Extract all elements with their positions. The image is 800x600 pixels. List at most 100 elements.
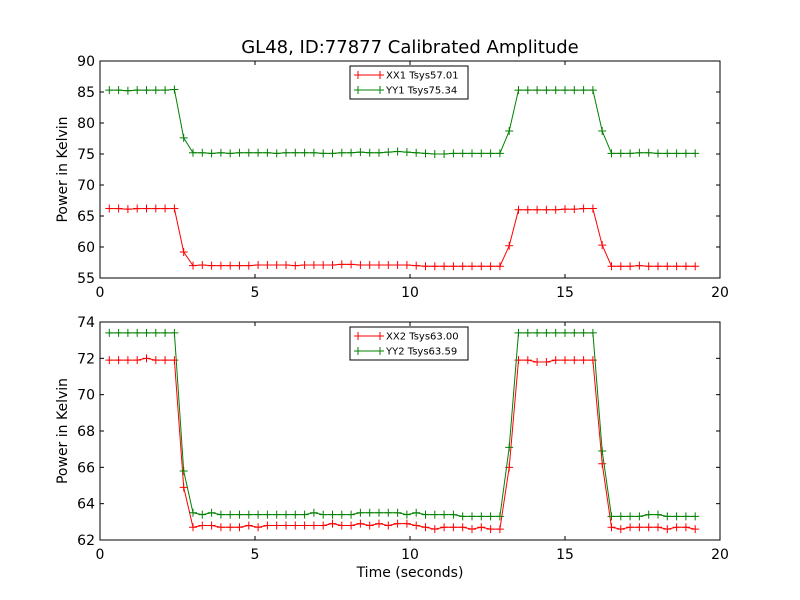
top-series-1-point — [533, 205, 542, 214]
bottom-series-2-point — [672, 512, 681, 521]
top-series-1-point — [291, 261, 300, 270]
bottom-series-1-point — [142, 354, 151, 363]
top-series-1-point — [458, 262, 467, 271]
top-series-2-point — [533, 86, 542, 95]
bottom-x-tick-label: 5 — [251, 547, 260, 563]
bottom-series-1-point — [151, 356, 160, 365]
bottom-series-1-point — [672, 523, 681, 532]
top-series-2-point — [663, 149, 672, 158]
bottom-y-tick-label: 66 — [77, 460, 95, 476]
bottom-series-1-point — [542, 357, 551, 366]
bottom-series-2-point — [402, 510, 411, 519]
bottom-series-1-point — [291, 521, 300, 530]
top-series-2-point — [458, 149, 467, 158]
bottom-series-2-point — [533, 328, 542, 337]
top-legend-label-1: XX1 Tsys57.01 — [386, 71, 459, 82]
top-series-1-point — [142, 204, 151, 213]
bottom-series-2-point — [598, 446, 607, 455]
top-series-1-point — [579, 204, 588, 213]
bottom-series-1-point — [495, 525, 504, 534]
bottom-series-2-point — [579, 328, 588, 337]
top-series-1-point — [598, 241, 607, 250]
top-series-2-point — [328, 149, 337, 158]
bottom-series-1-point — [254, 523, 263, 532]
top-y-axis-label: Power in Kelvin — [55, 116, 71, 222]
bottom-series-2-point — [309, 508, 318, 517]
top-plot-panel: 0 5 10 15 20 55 60 65 70 75 80 85 90 Power in Kelvin X… — [55, 54, 729, 301]
top-series-2-point — [495, 149, 504, 158]
top-series-2-point — [263, 148, 272, 157]
bottom-series-1-point — [207, 521, 216, 530]
bottom-series-2-point — [607, 512, 616, 521]
top-series-1-point — [588, 204, 597, 213]
top-series-2-point — [588, 86, 597, 95]
top-series-2-point — [402, 148, 411, 157]
bottom-series-2-point — [654, 510, 662, 519]
bottom-plot-panel: 0 5 10 15 20 62 64 66 68 70 72 74 Power in Kelvin Tim… — [55, 315, 729, 581]
bottom-series-1-point — [635, 523, 644, 532]
bottom-series-2-point — [430, 510, 439, 519]
bottom-series-2-point — [254, 510, 263, 519]
top-series-1-point — [375, 260, 383, 269]
bottom-series-2-point — [337, 510, 346, 519]
top-series-2-point — [477, 149, 486, 158]
top-series-2-point — [486, 149, 495, 158]
bottom-x-tick-label: 0 — [96, 547, 105, 563]
top-series-1-point — [282, 260, 290, 269]
bottom-series-2-point — [468, 512, 476, 521]
bottom-series-1-point — [235, 523, 244, 532]
bottom-legend-marker-1 — [376, 332, 384, 340]
top-series-1-point — [226, 261, 235, 270]
bottom-series-2-point — [458, 512, 467, 521]
bottom-series-1-point — [440, 523, 449, 532]
top-series-1-point — [505, 241, 514, 250]
top-series-1-point — [179, 247, 188, 256]
bottom-series-1-point — [319, 521, 328, 530]
top-series-2-point — [319, 149, 328, 158]
top-series-2-point — [337, 148, 346, 157]
bottom-series-2-point — [123, 328, 132, 337]
bottom-series-2-point — [105, 328, 114, 337]
bottom-series-1-point — [654, 523, 662, 532]
top-series-1-point — [384, 260, 393, 269]
top-series-1 — [105, 204, 700, 271]
top-series-2-point — [393, 147, 402, 156]
bottom-y-tick-label: 72 — [77, 351, 95, 367]
bottom-series-2-point — [291, 510, 300, 519]
bottom-series-1-point — [691, 525, 700, 534]
bottom-series-2-point — [514, 328, 523, 337]
bottom-series-2-point — [198, 510, 207, 519]
top-series-1-line — [109, 208, 696, 267]
bottom-series-1-point — [588, 356, 597, 365]
bottom-series-1-point — [384, 521, 393, 530]
top-series-1-point — [663, 262, 672, 271]
bottom-x-tick-label: 15 — [556, 547, 574, 563]
bottom-series-1-point — [468, 525, 476, 534]
top-series-1-point — [523, 205, 532, 214]
top-series-1-point — [626, 262, 635, 271]
bottom-series-2 — [105, 328, 700, 521]
bottom-series-1-point — [170, 356, 179, 365]
top-series-1-point — [347, 260, 356, 269]
top-series-1-point — [151, 204, 160, 213]
bottom-series-2-point — [588, 328, 597, 337]
top-series-1-point — [328, 260, 337, 269]
bottom-series-2-point — [570, 328, 579, 337]
bottom-series-1-point — [458, 523, 467, 532]
top-series-1-point — [254, 260, 263, 269]
top-series-1-point — [133, 204, 142, 213]
top-series-2-point — [347, 148, 356, 157]
bottom-series-1-point — [189, 523, 197, 532]
bottom-series-1-point — [309, 521, 318, 530]
top-series-1-point — [105, 204, 114, 213]
bottom-series-1-point — [300, 521, 309, 530]
top-series-2-point — [542, 86, 551, 95]
top-series-2-point — [635, 148, 644, 157]
bottom-series-2-point — [681, 512, 690, 521]
top-series-2-point — [384, 148, 393, 157]
bottom-series-2-point — [235, 510, 244, 519]
top-series-2-point — [365, 148, 374, 157]
bottom-series-1-point — [663, 525, 672, 534]
top-series-1-point — [412, 261, 421, 270]
